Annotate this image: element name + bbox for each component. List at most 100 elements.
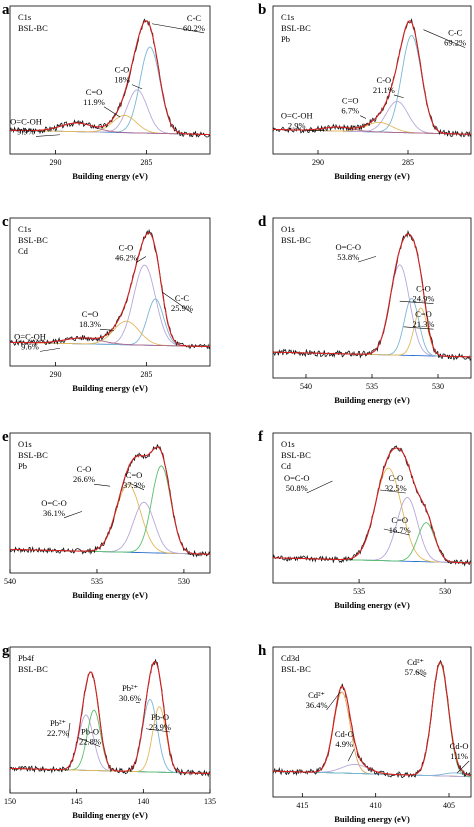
peak-annotation: C-C: [187, 13, 202, 23]
annotation-leader: [63, 511, 83, 519]
annotation-leader: [326, 691, 341, 711]
component-peak: [9, 714, 211, 774]
annotation-leader: [103, 106, 121, 118]
x-tick-label: 405: [443, 801, 455, 810]
peak-annotation: O=C-OH: [10, 116, 42, 126]
plot-frame: [9, 646, 211, 794]
peak-annotation: 1.1%: [450, 751, 468, 761]
peak-annotation: C-O: [115, 65, 130, 75]
annotation-leader: [399, 300, 434, 304]
peak-annotation: C-O: [388, 473, 403, 483]
peak-annotation: C=O: [86, 87, 103, 97]
annotation-leader: [161, 291, 193, 314]
peak-annotation: 60.2%: [183, 23, 205, 33]
peak-annotation: 21.1%: [373, 85, 395, 95]
peak-annotation: 11.9%: [83, 97, 105, 107]
peak-annotation: C-O: [377, 75, 392, 85]
annotation-leader: [423, 29, 466, 48]
envelope-fit-line: [10, 446, 211, 555]
peak-annotation: 46.2%: [115, 253, 137, 263]
plot-frame: [272, 646, 472, 798]
peak-annotation: 18%: [114, 75, 130, 85]
panel-title: BSL-BC: [18, 450, 48, 460]
component-peak: [272, 264, 471, 358]
peak-annotation: C=O: [126, 470, 143, 480]
x-tick-label: 540: [300, 382, 312, 391]
peak-annotation: 57.6%: [405, 667, 427, 677]
panel-title: Cd: [281, 461, 292, 471]
peak-annotation: O=C-O: [335, 242, 361, 252]
panel-title: BSL-BC: [18, 664, 48, 674]
x-tick-label: 530: [432, 382, 444, 391]
x-tick-label: 150: [4, 797, 16, 806]
plot-frame: [9, 432, 211, 574]
x-tick-label: 285: [140, 370, 152, 379]
x-axis-label: Building energy (eV): [334, 814, 410, 824]
peak-annotation: Cd-O: [450, 741, 469, 751]
component-peak: [273, 691, 471, 778]
peak-annotation: C=O: [342, 96, 359, 106]
raw-data-line: [272, 229, 472, 362]
annotation-leader: [383, 528, 410, 536]
peak-annotation: 6.7%: [341, 106, 359, 116]
panel-title: C1s: [18, 12, 31, 22]
peak-annotation: 26.6%: [73, 474, 95, 484]
peak-annotation: 16.7%: [389, 525, 411, 535]
peak-annotation: Cd²⁺: [407, 657, 424, 667]
component-peak: [9, 698, 211, 774]
x-axis-label: Building energy (eV): [72, 810, 148, 820]
x-tick-label: 535: [353, 587, 365, 596]
panel-title: C1s: [18, 224, 31, 234]
peak-annotation: 9.9%: [17, 126, 35, 136]
peak-annotation: C-C: [175, 293, 190, 303]
envelope-fit-line: [272, 233, 471, 358]
plot-frame: [272, 432, 472, 584]
x-tick-label: 285: [140, 158, 152, 167]
panel-title: BSL-BC: [281, 235, 311, 245]
annotation-leader: [77, 737, 101, 747]
panel-title: BSL-BC: [18, 235, 48, 245]
raw-data-line: [272, 659, 472, 779]
envelope-fit-line: [273, 661, 472, 777]
annotation-leader: [131, 84, 143, 90]
peak-annotation: Pb-O: [81, 727, 99, 737]
annotation-leader: [35, 134, 61, 137]
panel-title: C1s: [281, 12, 294, 22]
x-axis-label: Building energy (eV): [334, 395, 410, 405]
component-peak: [10, 89, 210, 135]
peak-annotation: 2.9%: [288, 120, 306, 130]
x-axis-label: Building energy (eV): [334, 600, 410, 610]
plot-frame: [272, 5, 472, 155]
panel-letter: b: [258, 2, 266, 18]
annotation-leader: [39, 347, 61, 352]
panel-letter: e: [2, 429, 9, 445]
peak-annotation: 24.9%: [412, 294, 434, 304]
component-peak: [9, 706, 211, 774]
plot-frame: [9, 5, 211, 155]
x-tick-label: 145: [71, 797, 83, 806]
annotation-leader: [456, 760, 470, 774]
envelope-fit-line: [272, 20, 471, 135]
x-tick-label: 290: [49, 370, 61, 379]
panel-letter: d: [258, 214, 267, 230]
peak-annotation: Pb²⁺: [50, 718, 66, 728]
panel-title: O1s: [18, 439, 32, 449]
annotation-leader: [306, 480, 333, 494]
peak-annotation: 37.3%: [123, 480, 145, 490]
panel-letter: g: [2, 643, 10, 659]
peak-annotation: C-C: [448, 28, 463, 38]
x-axis-label: Building energy (eV): [334, 171, 410, 181]
peak-annotation: O=C-OH: [14, 331, 46, 341]
x-tick-label: 540: [4, 577, 16, 586]
peak-annotation: C=O: [415, 309, 432, 319]
x-tick-label: 290: [49, 158, 61, 167]
peak-annotation: C=O: [391, 515, 408, 525]
component-peak: [272, 307, 471, 358]
x-tick-label: 415: [296, 801, 308, 810]
peak-annotation: 9.6%: [21, 341, 39, 351]
peak-annotation: C=O: [82, 309, 99, 319]
peak-annotation: 36.4%: [306, 700, 328, 710]
panel-e: e 540 535 530 Building energy (eV) O1sBSL-BCP…: [2, 429, 211, 600]
